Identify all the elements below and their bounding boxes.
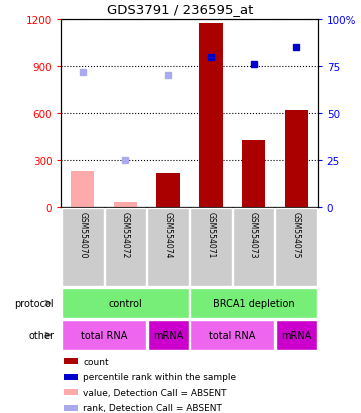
Bar [64,374,78,380]
Bar [114,203,137,207]
Bar [284,111,308,207]
Text: BRCA1 depletion: BRCA1 depletion [213,298,295,308]
Bar [233,208,274,287]
Bar [62,320,146,350]
Text: value, Detection Call = ABSENT: value, Detection Call = ABSENT [83,388,227,397]
Text: percentile rank within the sample: percentile rank within the sample [83,373,236,381]
Bar [199,24,223,207]
Text: control: control [109,298,142,308]
Bar [105,208,146,287]
Text: GSM554075: GSM554075 [292,211,301,258]
Bar [71,171,95,207]
Bar [276,320,317,350]
Bar [190,208,232,287]
Bar [64,405,78,411]
Text: total RNA: total RNA [209,330,256,340]
Text: GSM554073: GSM554073 [249,211,258,258]
Bar [64,358,78,364]
Bar [62,208,104,287]
Text: GSM554074: GSM554074 [164,211,173,258]
Text: GSM554072: GSM554072 [121,211,130,258]
Bar [156,173,180,207]
Text: mRNA: mRNA [281,330,312,340]
Text: count: count [83,357,109,366]
Text: rank, Detection Call = ABSENT: rank, Detection Call = ABSENT [83,403,222,412]
Text: GDS3791 / 236595_at: GDS3791 / 236595_at [107,3,254,17]
Bar [242,140,265,207]
Text: total RNA: total RNA [81,330,127,340]
Text: mRNA: mRNA [153,330,183,340]
Text: other: other [28,330,54,340]
Bar [275,208,317,287]
Bar [190,289,317,318]
Text: GSM554070: GSM554070 [78,211,87,258]
Text: protocol: protocol [14,298,54,308]
Bar [148,320,189,350]
Text: GSM554071: GSM554071 [206,211,216,258]
Bar [62,289,189,318]
Bar [64,389,78,395]
Bar [147,208,189,287]
Bar [190,320,274,350]
